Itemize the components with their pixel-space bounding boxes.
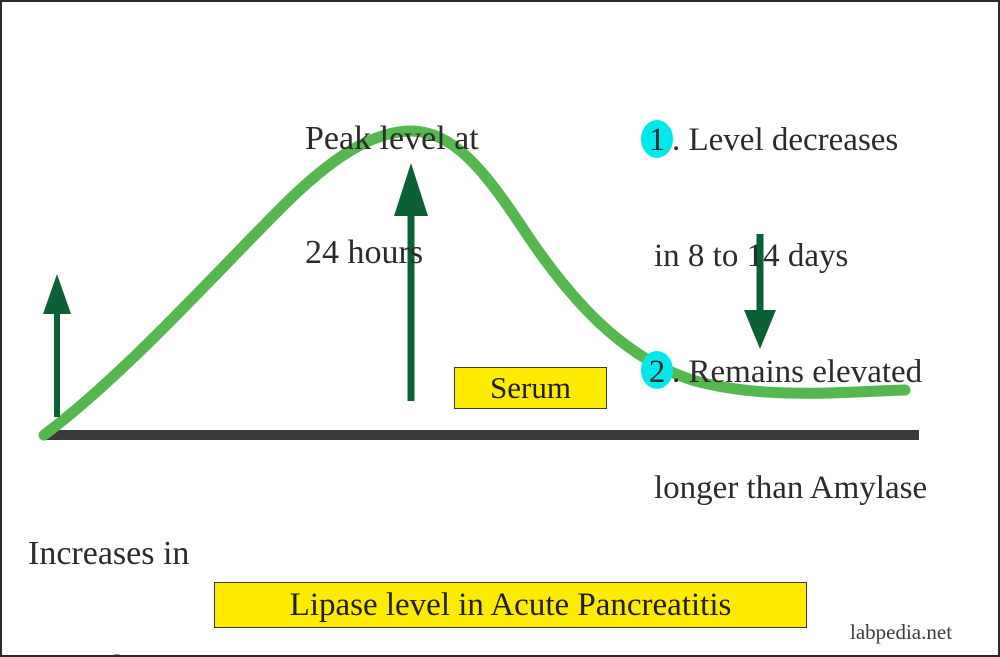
increase-annotation-line2: 4 to 8 hours	[28, 649, 190, 655]
note-2-line2: longer than Amylase	[654, 469, 928, 506]
note-1-badge-disc	[641, 119, 673, 158]
increase-annotation-line1: Increases in	[28, 535, 190, 573]
note-2-badge-disc	[641, 351, 673, 390]
figure-title-box: Lipase level in Acute Pancreatitis	[214, 582, 807, 628]
note-2-badge: 2	[641, 351, 673, 392]
note-2-text1: Remains elevated	[680, 353, 923, 390]
serum-legend-box: Serum	[454, 367, 607, 409]
notes-annotation-group: 1. Level decreases in 8 to 14 days 2. Re…	[641, 44, 928, 585]
note-1-badge-number: 1	[648, 122, 666, 159]
note-1-text1: Level decreases	[680, 122, 899, 159]
note-2-line1: 2. Remains elevated	[641, 351, 927, 392]
peak-annotation-line2: 24 hours	[305, 234, 424, 272]
note-2-badge-number: 2	[648, 353, 666, 390]
baseline-axis	[44, 430, 919, 440]
watermark-label: labpedia.net	[850, 620, 953, 644]
note-1-punct: .	[672, 122, 681, 159]
note-2-punct: .	[672, 353, 681, 390]
peak-annotation: Peak level at 24 hours	[305, 44, 479, 349]
note-1-line1: 1. Level decreases	[641, 119, 927, 160]
peak-annotation-line1: Peak level at	[305, 120, 479, 158]
decrease-arrow-down	[744, 234, 776, 349]
increase-annotation: Increases in 4 to 8 hours	[28, 459, 190, 655]
peak-arrow-up	[394, 163, 428, 401]
lipase-curve	[38, 125, 911, 441]
note-1-badge: 1	[641, 119, 673, 160]
increase-arrow-up	[43, 274, 71, 417]
note-1-line2: in 8 to 14 days	[654, 238, 849, 275]
